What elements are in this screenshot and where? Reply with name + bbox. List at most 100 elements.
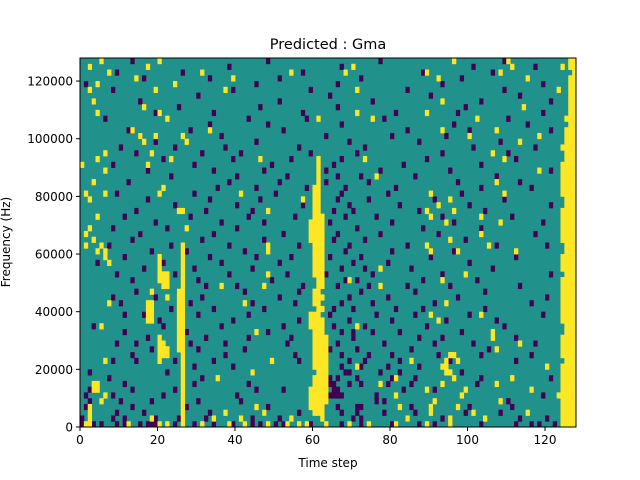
heatmap-cell-high bbox=[324, 352, 329, 359]
heatmap-cell-high bbox=[320, 346, 325, 353]
heatmap-cell-low bbox=[331, 323, 337, 330]
heatmap-cell-high bbox=[572, 392, 577, 399]
heatmap-cell-high bbox=[266, 242, 271, 249]
heatmap-cell-low bbox=[176, 415, 182, 422]
heatmap-cell-high bbox=[572, 352, 577, 359]
heatmap-cell-high bbox=[312, 213, 317, 220]
heatmap-cell-high bbox=[176, 300, 182, 307]
heatmap-cell-low bbox=[328, 392, 333, 399]
heatmap-cell-low bbox=[479, 421, 484, 428]
heatmap-cell-high bbox=[572, 150, 577, 157]
heatmap-cell-low bbox=[359, 363, 364, 370]
heatmap-cell-high bbox=[176, 334, 182, 341]
x-tick-label: 80 bbox=[382, 433, 397, 447]
heatmap-cell-high bbox=[83, 242, 89, 249]
heatmap-cell-high bbox=[347, 421, 352, 428]
heatmap-cell-low bbox=[200, 150, 205, 157]
heatmap-cell-high bbox=[320, 415, 325, 422]
heatmap-cell-low bbox=[153, 219, 158, 226]
heatmap-cell-high bbox=[572, 340, 577, 347]
heatmap-cell-low bbox=[266, 121, 271, 128]
heatmap-cell-high bbox=[316, 288, 321, 295]
heatmap-cell-high bbox=[436, 202, 441, 209]
heatmap-cell-high bbox=[560, 288, 565, 295]
heatmap-cell-low bbox=[103, 115, 108, 122]
heatmap-cell-high bbox=[572, 288, 577, 295]
heatmap-cell-low bbox=[192, 421, 197, 428]
heatmap-cell-low bbox=[122, 328, 127, 336]
heatmap-cell-high bbox=[312, 323, 317, 330]
heatmap-cell-high bbox=[568, 109, 573, 117]
heatmap-cell-high bbox=[560, 340, 565, 347]
heatmap-cell-low bbox=[196, 398, 201, 405]
heatmap-cell-high bbox=[134, 75, 139, 82]
heatmap-cell-low bbox=[188, 340, 193, 347]
heatmap-cell-low bbox=[83, 81, 89, 88]
heatmap-cell-high bbox=[320, 271, 325, 278]
heatmap-cell-high bbox=[564, 213, 569, 220]
heatmap-cell-high bbox=[560, 415, 565, 422]
heatmap-cell-low bbox=[227, 63, 232, 70]
heatmap-cell-high bbox=[103, 248, 108, 255]
heatmap-cell-high bbox=[428, 409, 434, 416]
heatmap-cell-high bbox=[444, 369, 449, 376]
heatmap-cell-low bbox=[145, 167, 151, 174]
heatmap-cell-high bbox=[572, 207, 577, 215]
heatmap-cell-low bbox=[219, 323, 224, 330]
heatmap-cell-high bbox=[165, 277, 170, 284]
heatmap-cell-high bbox=[572, 75, 577, 82]
heatmap-cell-low bbox=[227, 179, 232, 186]
heatmap-cell-low bbox=[548, 375, 554, 382]
heatmap-cell-low bbox=[347, 317, 352, 324]
heatmap-cell-high bbox=[165, 294, 170, 301]
heatmap-cell-high bbox=[452, 58, 457, 65]
x-tick-label: 120 bbox=[534, 433, 557, 447]
heatmap-cell-high bbox=[560, 230, 565, 238]
heatmap-cell-high bbox=[568, 167, 573, 174]
heatmap-cell-low bbox=[130, 386, 135, 393]
heatmap-cell-high bbox=[572, 323, 577, 330]
heatmap-cell-high bbox=[564, 248, 569, 255]
heatmap-cell-high bbox=[568, 127, 573, 134]
heatmap-cell-high bbox=[180, 352, 186, 359]
heatmap-cell-low bbox=[188, 300, 193, 307]
heatmap-cell-high bbox=[312, 363, 317, 370]
heatmap-cell-high bbox=[568, 236, 573, 243]
heatmap-cell-low bbox=[486, 346, 492, 353]
heatmap-cell-low bbox=[390, 248, 395, 255]
heatmap-cell-low bbox=[328, 254, 333, 261]
heatmap-cell-low bbox=[467, 259, 472, 266]
heatmap-cell-high bbox=[320, 403, 325, 411]
heatmap-cell-low bbox=[343, 369, 348, 376]
heatmap-cell-high bbox=[568, 98, 573, 105]
heatmap-cell-low bbox=[192, 265, 197, 272]
heatmap-cell-high bbox=[316, 173, 321, 180]
heatmap-cell-high bbox=[297, 421, 302, 428]
heatmap-cell-high bbox=[316, 115, 321, 122]
heatmap-cell-low bbox=[541, 219, 546, 226]
y-tick-label: 60000 bbox=[35, 248, 73, 262]
heatmap-cell-high bbox=[320, 225, 325, 232]
heatmap-cell-high bbox=[514, 248, 519, 255]
heatmap-cell-low bbox=[173, 144, 178, 151]
heatmap-cell-high bbox=[316, 179, 321, 186]
heatmap-cell-high bbox=[521, 104, 527, 111]
heatmap-cell-high bbox=[266, 271, 271, 278]
heatmap-cell-high bbox=[316, 259, 321, 266]
heatmap-cell-high bbox=[320, 277, 325, 284]
heatmap-cell-high bbox=[161, 346, 166, 353]
heatmap-cell-low bbox=[258, 196, 263, 203]
heatmap-cell-low bbox=[436, 230, 441, 238]
heatmap-cell-high bbox=[87, 63, 93, 70]
heatmap-cell-high bbox=[149, 311, 155, 318]
heatmap-cell-high bbox=[324, 357, 329, 364]
heatmap-cell-high bbox=[564, 392, 569, 399]
heatmap-cell-high bbox=[560, 380, 565, 388]
heatmap-cell-low bbox=[390, 352, 395, 359]
heatmap-cell-high bbox=[494, 179, 499, 186]
heatmap-cell-high bbox=[564, 346, 569, 353]
heatmap-cell-high bbox=[424, 242, 430, 249]
heatmap-cell-low bbox=[339, 409, 344, 416]
heatmap-cell-low bbox=[149, 398, 155, 405]
heatmap-cell-high bbox=[157, 277, 162, 284]
